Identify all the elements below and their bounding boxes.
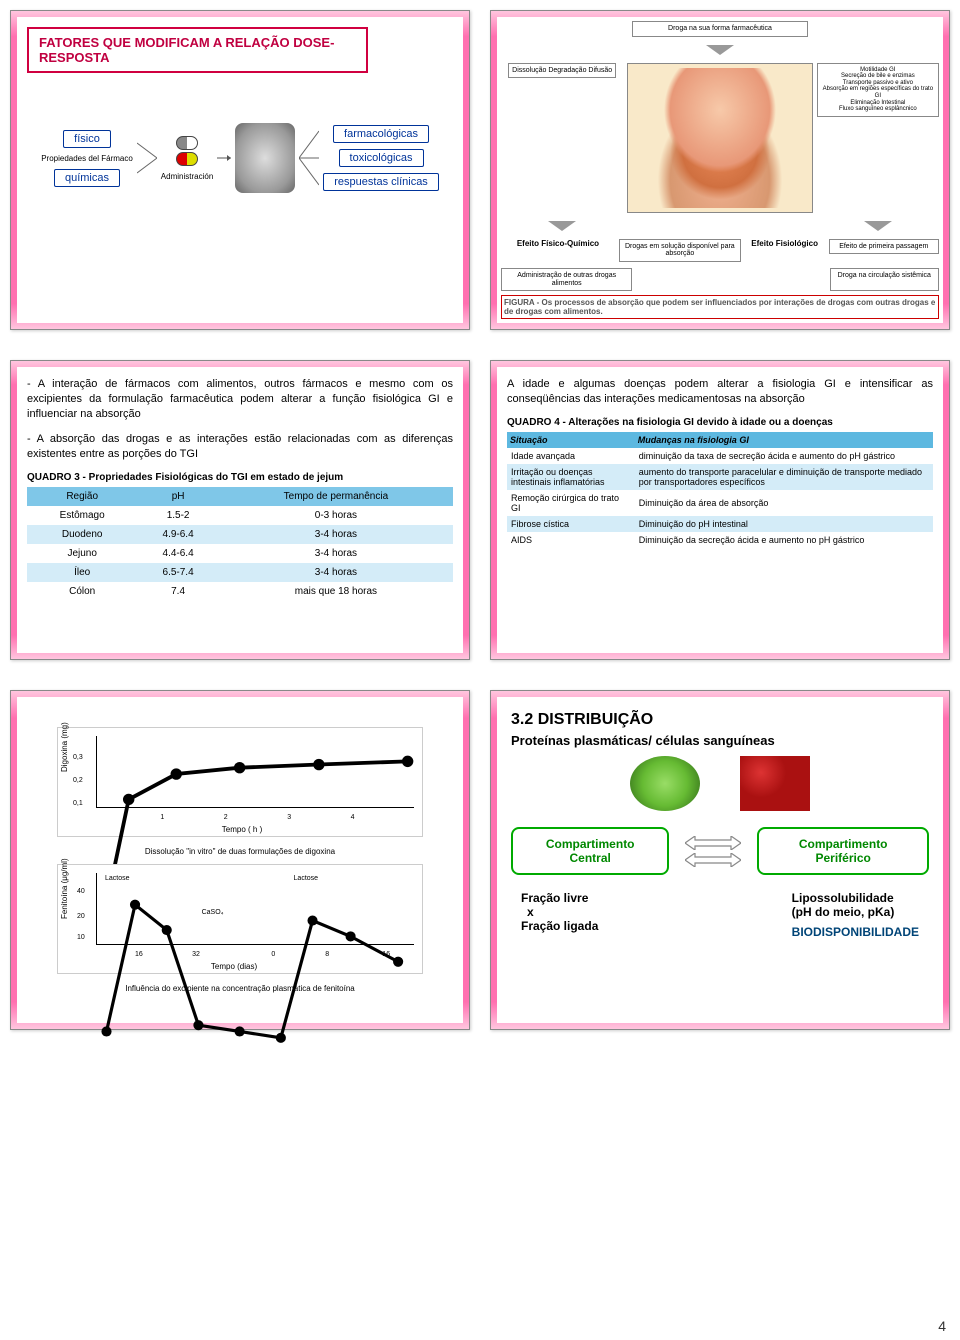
table-row: Cólon7.4mais que 18 horas [27, 582, 453, 601]
arrow-icon [217, 153, 231, 163]
slide-5: Digoxina (mg) 0,3 0,2 0,1 1 2 3 [10, 690, 470, 1030]
arrow-down-icon [548, 221, 576, 231]
table-row: Irritação ou doenças intestinais inflama… [507, 464, 933, 490]
s2-dissolution: Dissolução Degradação Difusão [508, 63, 616, 79]
slide-1: FATORES QUE MODIFICAM A RELAÇÃO DOSE-RES… [10, 10, 470, 330]
slide-2: Droga na sua forma farmacêutica Dissoluç… [490, 10, 950, 330]
s2-motility: Motilidade GI Secreção de bile e enzimas… [817, 63, 939, 117]
s2-firstpass: Efeito de primeira passagem [829, 239, 940, 255]
tag-toxicologicas: toxicológicas [339, 149, 424, 167]
blood-cells-image [740, 756, 810, 811]
s2-effect2: Efeito Fisiológico [745, 239, 825, 248]
arrow-down-icon [864, 221, 892, 231]
s4-th-situacao: Situação [507, 432, 635, 448]
tag-respuestas: respuestas clínicas [323, 173, 439, 191]
s4-table: Situação Mudanças na fisiologia GI Idade… [507, 432, 933, 548]
s2-drug-form: Droga na sua forma farmacêutica [632, 21, 807, 37]
compartment-central: Compartimento Central [511, 827, 669, 875]
arrow-down-icon [706, 45, 734, 55]
connector-left [137, 133, 157, 183]
table-row: Remoção cirúrgica do trato GIDiminuição … [507, 490, 933, 516]
slide1-title-box: FATORES QUE MODIFICAM A RELAÇÃO DOSE-RES… [27, 27, 368, 73]
s4-th-mudancas: Mudanças na fisiologia GI [635, 432, 933, 448]
s3-bullet2: - A absorção das drogas e as interações … [27, 432, 453, 462]
s2-admin-other: Administração de outras drogas alimentos [501, 268, 632, 291]
slide-4: A idade e algumas doenças podem alterar … [490, 360, 950, 660]
table-row: Idade avançadadiminuição da taxa de secr… [507, 448, 933, 464]
slide-6: 3.2 DISTRIBUIÇÃO Proteínas plasmáticas/ … [490, 690, 950, 1030]
label-administration: Administración [161, 172, 213, 181]
s2-solution: Drogas em solução disponível para absorç… [619, 239, 741, 262]
table-row: AIDSDiminuição da secreção ácida e aumen… [507, 532, 933, 548]
slide1-title: FATORES QUE MODIFICAM A RELAÇÃO DOSE-RES… [39, 35, 356, 65]
chart-fenitoina: Fenitoína (μg/ml) 40 20 10 Lactose CaSO₄… [57, 864, 423, 974]
tag-fisico: físico [63, 130, 111, 148]
s6-subtitle: Proteínas plasmáticas/ células sanguínea… [511, 733, 929, 748]
tag-quimicas: químicas [54, 169, 120, 187]
bidirectional-arrow-icon [685, 836, 741, 867]
s4-table-title: QUADRO 4 - Alterações na fisiologia GI d… [507, 417, 933, 428]
s3-th-ph: pH [137, 487, 218, 506]
s2-caption: FIGURA - Os processos de absorção que po… [501, 295, 939, 319]
protein-image [630, 756, 700, 811]
s4-intro: A idade e algumas doenças podem alterar … [507, 377, 933, 407]
s6-title: 3.2 DISTRIBUIÇÃO [511, 711, 929, 729]
s3-bullet1: - A interação de fármacos com alimentos,… [27, 377, 453, 422]
s6-biodisp: BIODISPONIBILIDADE [792, 925, 919, 939]
pill-icon [176, 136, 198, 150]
human-figure [235, 123, 295, 193]
compartment-periferico: Compartimento Periférico [757, 827, 929, 875]
tag-farmacologicas: farmacológicas [333, 125, 429, 143]
pill-icon [176, 152, 198, 166]
chart-digoxina: Digoxina (mg) 0,3 0,2 0,1 1 2 3 [57, 727, 423, 837]
s6-fracao-block: Fração livre x Fração ligada [521, 891, 598, 939]
connector-right [299, 123, 319, 193]
s2-effect1: Efeito Físico-Químico [501, 239, 615, 248]
table-row: Fibrose císticaDiminuição do pH intestin… [507, 516, 933, 532]
s3-table: Região pH Tempo de permanência Estômago1… [27, 487, 453, 601]
anatomy-diagram [627, 63, 812, 213]
s2-circulation: Droga na circulação sistêmica [830, 268, 940, 291]
table-row: Duodeno4.9-6.43-4 horas [27, 525, 453, 544]
s3-table-title: QUADRO 3 - Propriedades Fisiológicas do … [27, 472, 453, 483]
table-row: Íleo6.5-7.43-4 horas [27, 563, 453, 582]
label-propiedades: Propiedades del Fármaco [41, 154, 133, 163]
s6-lipo-block: Lipossolubilidade (pH do meio, pKa) BIOD… [792, 891, 919, 939]
s3-th-tempo: Tempo de permanência [219, 487, 453, 506]
page-number: 4 [938, 1318, 946, 1334]
slide-3: - A interação de fármacos com alimentos,… [10, 360, 470, 660]
slide1-diagram: físico Propiedades del Fármaco químicas … [27, 113, 453, 203]
s3-th-regiao: Região [27, 487, 137, 506]
table-row: Estômago1.5-20-3 horas [27, 506, 453, 525]
table-row: Jejuno4.4-6.43-4 horas [27, 544, 453, 563]
